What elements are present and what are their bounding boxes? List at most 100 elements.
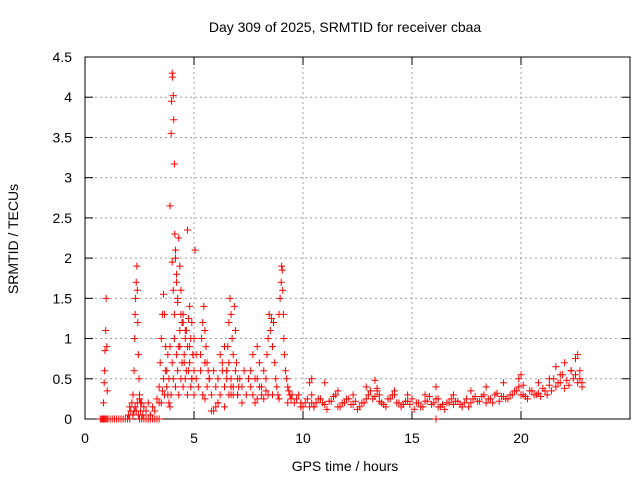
data-point [167, 391, 175, 399]
data-point [467, 387, 475, 395]
data-point [231, 327, 239, 335]
data-point [432, 383, 440, 391]
data-point [519, 381, 527, 389]
data-point [278, 266, 286, 274]
data-point [189, 351, 197, 359]
data-point [251, 399, 259, 407]
data-point [510, 387, 518, 395]
data-point [321, 379, 329, 387]
data-point [226, 294, 234, 302]
data-point [434, 395, 442, 403]
data-point [471, 392, 479, 400]
y-tick-label: 0 [64, 411, 72, 427]
data-point [130, 367, 138, 375]
data-point [225, 318, 233, 326]
data-point [133, 262, 141, 270]
data-point [280, 335, 288, 343]
data-point [528, 387, 536, 395]
data-point [179, 318, 187, 326]
data-point [284, 383, 292, 391]
data-point [415, 399, 423, 407]
data-point [367, 387, 375, 395]
data-point [449, 391, 457, 399]
data-point [495, 397, 503, 405]
chart-title: Day 309 of 2025, SRMTID for receiver cba… [209, 19, 482, 35]
data-point [181, 375, 189, 383]
data-point [169, 286, 177, 294]
data-point [161, 391, 169, 399]
data-point [279, 310, 287, 318]
data-point [224, 343, 232, 351]
data-point [285, 387, 293, 395]
data-point [136, 391, 143, 399]
data-point [155, 415, 163, 423]
data-point [165, 399, 173, 407]
data-point [408, 395, 416, 403]
data-point [159, 290, 167, 298]
data-point [249, 351, 257, 359]
x-tick-label: 0 [81, 430, 89, 446]
data-point [132, 294, 140, 302]
data-point [373, 384, 381, 392]
data-point [576, 367, 584, 375]
data-point [362, 395, 370, 403]
data-point [312, 399, 320, 407]
data-point [349, 391, 357, 399]
data-point [556, 371, 564, 379]
data-point [391, 387, 399, 395]
data-point [155, 383, 163, 391]
data-point [345, 395, 353, 403]
data-point [279, 286, 287, 294]
data-point [230, 302, 238, 310]
y-axis-label: SRMTID / TECUs [5, 184, 21, 294]
data-point [323, 405, 331, 413]
data-point [170, 116, 178, 124]
data-point [371, 376, 379, 384]
data-point [425, 392, 433, 400]
data-point [545, 375, 553, 383]
data-point [354, 405, 361, 413]
data-point [142, 407, 150, 415]
data-point [263, 351, 271, 359]
data-point [249, 391, 257, 399]
y-tick-label: 3.5 [53, 129, 73, 145]
data-point [375, 391, 383, 399]
y-tick-label: 4.5 [53, 49, 73, 65]
data-point [242, 391, 250, 399]
data-point [178, 359, 186, 367]
data-point [541, 387, 549, 395]
data-point [177, 310, 185, 318]
data-point [169, 92, 177, 100]
data-point [283, 375, 291, 383]
y-axis: 0 0.5 1 1.5 2 2.5 3 3.5 4 4.5 [53, 49, 630, 427]
data-point [493, 389, 501, 397]
data-point [134, 351, 142, 359]
data-point [212, 403, 220, 411]
data-point [176, 327, 184, 335]
data-point [280, 351, 288, 359]
data-point [212, 383, 220, 391]
data-point [171, 254, 179, 262]
data-point [371, 392, 379, 400]
data-point [297, 403, 305, 411]
data-point [183, 226, 191, 234]
data-point [489, 399, 497, 407]
data-point [445, 399, 453, 407]
data-point [201, 395, 209, 403]
data-point [253, 395, 261, 403]
data-point [221, 383, 229, 391]
data-point [133, 286, 141, 294]
x-tick-label: 15 [404, 430, 420, 446]
data-point [173, 278, 181, 286]
data-point [401, 397, 409, 405]
data-point [552, 383, 560, 391]
data-point [258, 383, 266, 391]
data-point [384, 395, 392, 403]
data-point [537, 392, 545, 400]
data-point [260, 367, 268, 375]
data-point [176, 262, 184, 270]
data-point [214, 375, 222, 383]
data-point [273, 383, 281, 391]
data-point [100, 399, 108, 407]
data-point [100, 379, 108, 387]
